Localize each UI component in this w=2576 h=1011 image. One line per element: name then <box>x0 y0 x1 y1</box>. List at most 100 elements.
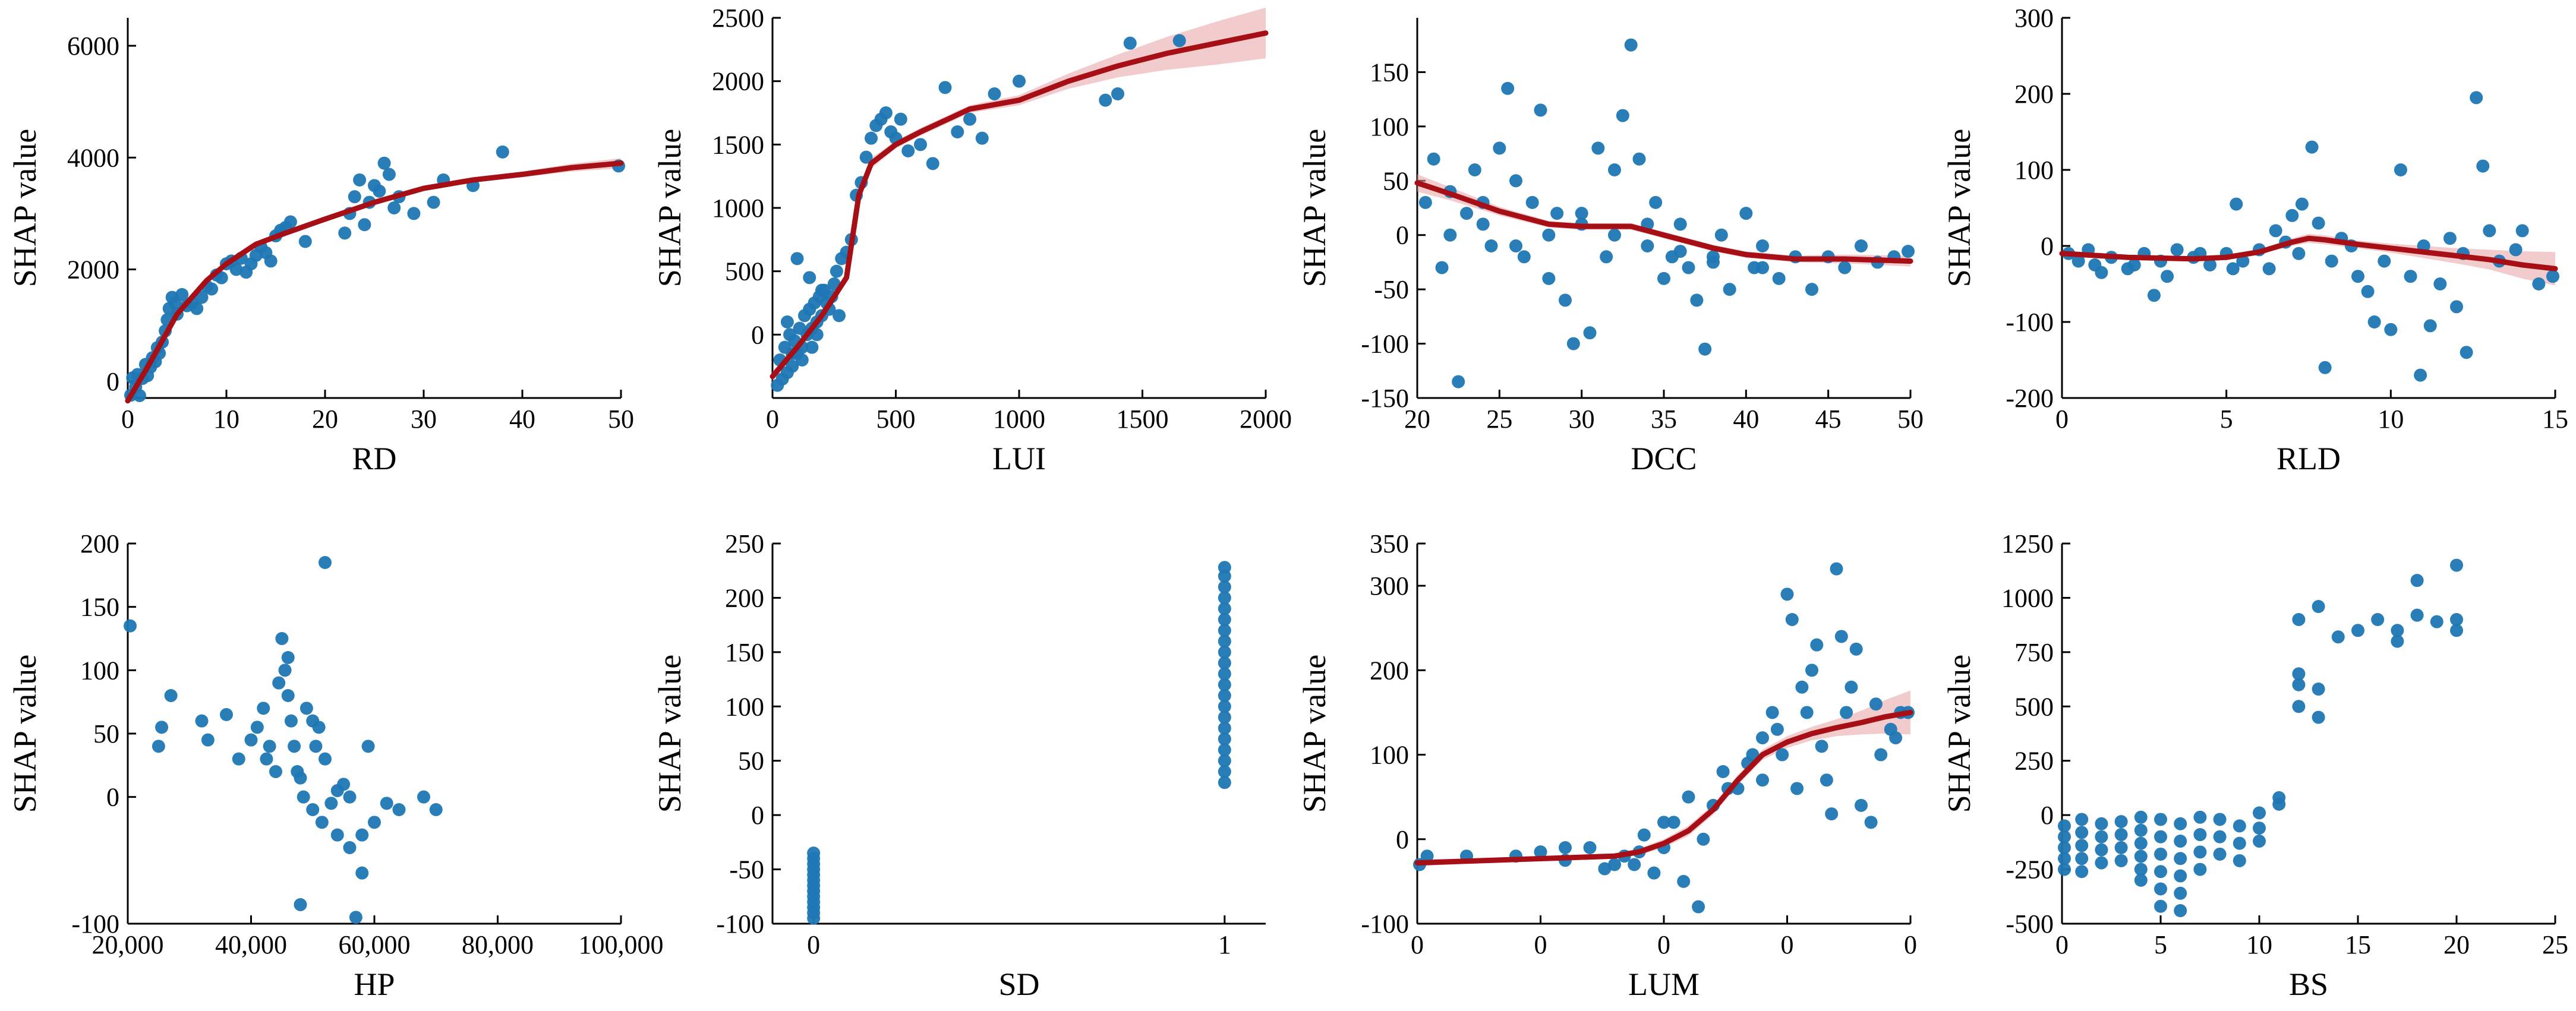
data-point <box>894 112 907 126</box>
data-point <box>2367 315 2381 328</box>
y-tick-label: 100 <box>80 656 119 685</box>
data-point <box>215 271 228 285</box>
data-point <box>1608 858 1621 871</box>
data-point <box>2262 262 2276 276</box>
data-point <box>387 201 401 214</box>
data-point <box>232 752 245 766</box>
y-tick-label: 500 <box>2014 692 2054 721</box>
data-point <box>1600 250 1613 264</box>
data-point <box>175 287 189 301</box>
data-point <box>264 254 278 268</box>
data-point <box>1776 748 1789 762</box>
data-point <box>315 816 329 829</box>
trend-line <box>1414 709 1913 866</box>
data-point <box>951 125 964 138</box>
data-point <box>1218 667 1231 681</box>
data-point <box>1616 109 1629 122</box>
data-point <box>1785 613 1799 626</box>
data-point <box>1677 874 1691 888</box>
data-point <box>288 740 301 753</box>
data-point <box>1697 832 1710 846</box>
data-point <box>1673 217 1687 231</box>
data-point <box>1864 816 1878 829</box>
data-point <box>281 689 295 702</box>
data-point <box>2253 822 2266 835</box>
data-point <box>1013 74 1026 88</box>
data-point <box>1855 798 1868 812</box>
data-point <box>2134 873 2148 887</box>
x-axis-title: BS <box>2289 966 2328 1002</box>
y-tick-label: -500 <box>2006 909 2054 939</box>
data-point <box>2114 854 2128 867</box>
data-point <box>427 195 440 209</box>
x-axis-title: RD <box>352 441 396 476</box>
data-point <box>1420 849 1434 863</box>
data-point <box>2174 869 2187 883</box>
y-tick-label: 4000 <box>67 143 119 172</box>
data-point <box>2292 613 2306 626</box>
data-point <box>278 664 292 677</box>
data-point <box>2269 224 2282 238</box>
data-point <box>2114 828 2128 842</box>
x-tick-label: 80,000 <box>462 930 534 959</box>
x-axis-title: LUI <box>992 441 1046 476</box>
x-tick-label: 25 <box>1486 405 1512 434</box>
data-point <box>1460 207 1473 220</box>
y-tick-label: 2000 <box>712 67 764 96</box>
data-point <box>1805 283 1818 296</box>
data-point <box>1657 816 1670 829</box>
data-point <box>1218 624 1231 637</box>
data-point <box>155 721 169 734</box>
data-point <box>833 309 846 323</box>
x-tick-label: 5 <box>2154 930 2167 959</box>
data-point <box>152 740 165 753</box>
data-point <box>805 340 819 354</box>
data-point <box>1218 776 1231 789</box>
x-tick-label: 0 <box>766 405 779 434</box>
y-axis-title: SHAP value <box>1297 129 1332 287</box>
data-point <box>283 215 297 229</box>
data-point <box>205 282 219 296</box>
data-point <box>1509 174 1522 188</box>
data-point <box>1111 87 1124 100</box>
x-tick-label: 50 <box>608 405 634 434</box>
x-tick-label: 10 <box>2378 405 2404 434</box>
data-point <box>195 714 209 728</box>
x-axis-title: RLD <box>2277 441 2341 476</box>
x-tick-label: 0 <box>1534 930 1547 959</box>
data-point <box>2193 845 2207 859</box>
data-point <box>260 752 273 766</box>
data-point <box>306 803 320 816</box>
data-point <box>975 131 989 145</box>
data-point <box>2351 624 2364 637</box>
data-point <box>1780 587 1794 601</box>
x-axis-title: LUM <box>1628 966 1700 1002</box>
data-point <box>2161 270 2174 283</box>
data-point <box>2071 254 2085 268</box>
y-axis-title: SHAP value <box>1941 129 1977 287</box>
y-tick-label: 6000 <box>67 31 119 61</box>
data-point <box>2058 862 2071 876</box>
data-point <box>2193 828 2207 842</box>
data-point <box>1840 706 1853 719</box>
data-point <box>1690 293 1704 307</box>
y-tick-label: 50 <box>93 719 119 748</box>
x-tick-label: 20,000 <box>92 930 164 959</box>
x-tick-label: 40,000 <box>215 930 287 959</box>
data-point <box>2075 813 2089 826</box>
data-point <box>1575 207 1588 220</box>
y-tick-label: 2500 <box>712 4 764 33</box>
data-point <box>1902 245 1915 258</box>
data-point <box>368 816 381 829</box>
data-point <box>269 765 282 778</box>
data-point <box>1218 743 1231 757</box>
data-point <box>195 290 209 304</box>
data-point <box>1756 731 1769 745</box>
y-tick-label: 750 <box>2014 638 2054 667</box>
data-point <box>1657 271 1670 285</box>
data-point <box>1632 152 1646 166</box>
y-tick-label: 50 <box>738 747 764 776</box>
x-tick-label: 0 <box>2055 405 2069 434</box>
data-point <box>2430 615 2443 628</box>
